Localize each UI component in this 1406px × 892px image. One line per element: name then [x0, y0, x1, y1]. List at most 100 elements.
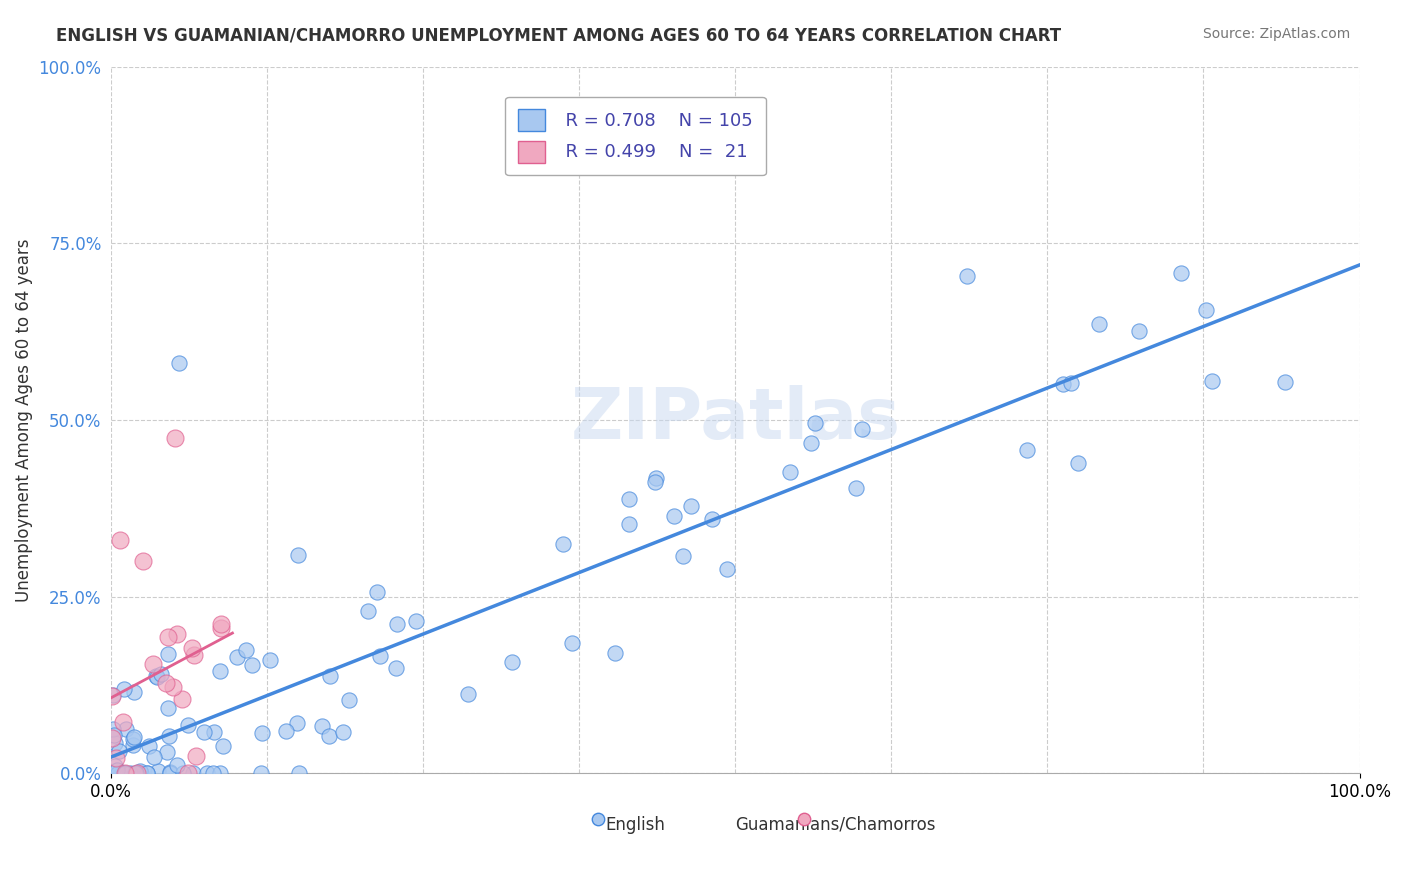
Point	[679, 499, 702, 513]
Point	[1060, 376, 1083, 391]
Point	[138, 739, 160, 753]
Point	[501, 656, 523, 670]
Point	[156, 630, 179, 644]
Point	[250, 766, 273, 780]
Point	[108, 533, 131, 547]
Point	[105, 750, 128, 764]
Point	[149, 667, 172, 681]
Point	[617, 517, 640, 532]
Point	[357, 604, 380, 618]
Point	[100, 690, 122, 704]
Point	[318, 729, 340, 743]
Y-axis label: Unemployment Among Ages 60 to 64 years: Unemployment Among Ages 60 to 64 years	[15, 238, 32, 601]
Point	[166, 758, 188, 772]
Point	[108, 744, 131, 758]
Point	[285, 716, 308, 731]
Point	[366, 585, 388, 599]
Point	[319, 668, 342, 682]
Point	[202, 724, 225, 739]
Point	[851, 422, 873, 436]
Point	[1195, 303, 1218, 318]
Point	[103, 728, 125, 742]
Point	[157, 701, 180, 715]
Point	[157, 729, 180, 743]
Point	[405, 614, 427, 628]
Point	[111, 715, 134, 730]
Point	[132, 554, 155, 568]
Point	[127, 766, 149, 780]
Point	[793, 812, 815, 826]
Point	[1128, 324, 1150, 338]
Point	[845, 482, 868, 496]
Point	[387, 616, 409, 631]
Point	[561, 635, 583, 649]
Point	[129, 766, 152, 780]
Text: English: English	[606, 815, 665, 834]
Point	[337, 693, 360, 707]
Point	[457, 687, 479, 701]
Point	[163, 431, 186, 445]
Point	[1017, 442, 1039, 457]
Point	[332, 725, 354, 739]
Point	[800, 436, 823, 450]
Text: Guamanians/Chamorros: Guamanians/Chamorros	[735, 815, 935, 834]
Point	[128, 764, 150, 779]
Point	[104, 736, 127, 750]
Point	[208, 766, 231, 780]
Point	[644, 475, 666, 489]
Point	[1201, 374, 1223, 388]
Point	[114, 766, 136, 780]
Point	[311, 719, 333, 733]
Point	[172, 766, 194, 780]
Point	[162, 680, 184, 694]
Point	[114, 766, 136, 780]
Point	[110, 766, 132, 780]
Point	[240, 657, 263, 672]
Point	[250, 726, 273, 740]
Text: ENGLISH VS GUAMANIAN/CHAMORRO UNEMPLOYMENT AMONG AGES 60 TO 64 YEARS CORRELATION: ENGLISH VS GUAMANIAN/CHAMORRO UNEMPLOYME…	[56, 27, 1062, 45]
Point	[101, 688, 124, 702]
Point	[1067, 456, 1090, 470]
Point	[142, 657, 165, 672]
Point	[955, 268, 977, 283]
Point	[551, 537, 574, 551]
Point	[287, 548, 309, 562]
Point	[103, 722, 125, 736]
Point	[121, 731, 143, 746]
Point	[122, 730, 145, 744]
Point	[167, 356, 190, 370]
Point	[195, 766, 218, 780]
Point	[186, 748, 208, 763]
Point	[209, 664, 232, 678]
Point	[702, 512, 724, 526]
Point	[166, 626, 188, 640]
Point	[1052, 376, 1074, 391]
Point	[156, 745, 179, 759]
Point	[124, 766, 146, 780]
Point	[146, 670, 169, 684]
Point	[1088, 317, 1111, 331]
Point	[114, 766, 136, 780]
Point	[157, 647, 180, 661]
Point	[136, 766, 159, 780]
Point	[104, 758, 127, 772]
Point	[209, 621, 232, 635]
Point	[159, 766, 181, 780]
Point	[716, 562, 738, 576]
Point	[368, 648, 391, 663]
Point	[142, 749, 165, 764]
Point	[101, 731, 124, 745]
Point	[1170, 266, 1192, 280]
Point	[586, 812, 609, 826]
Point	[103, 766, 125, 780]
Point	[112, 766, 135, 780]
Point	[177, 766, 200, 780]
Point	[664, 509, 686, 524]
Point	[617, 491, 640, 506]
Text: ZIPatlas: ZIPatlas	[571, 385, 900, 454]
Point	[209, 617, 232, 632]
Point	[121, 738, 143, 752]
Point	[193, 724, 215, 739]
Point	[779, 465, 801, 479]
Point	[235, 643, 257, 657]
